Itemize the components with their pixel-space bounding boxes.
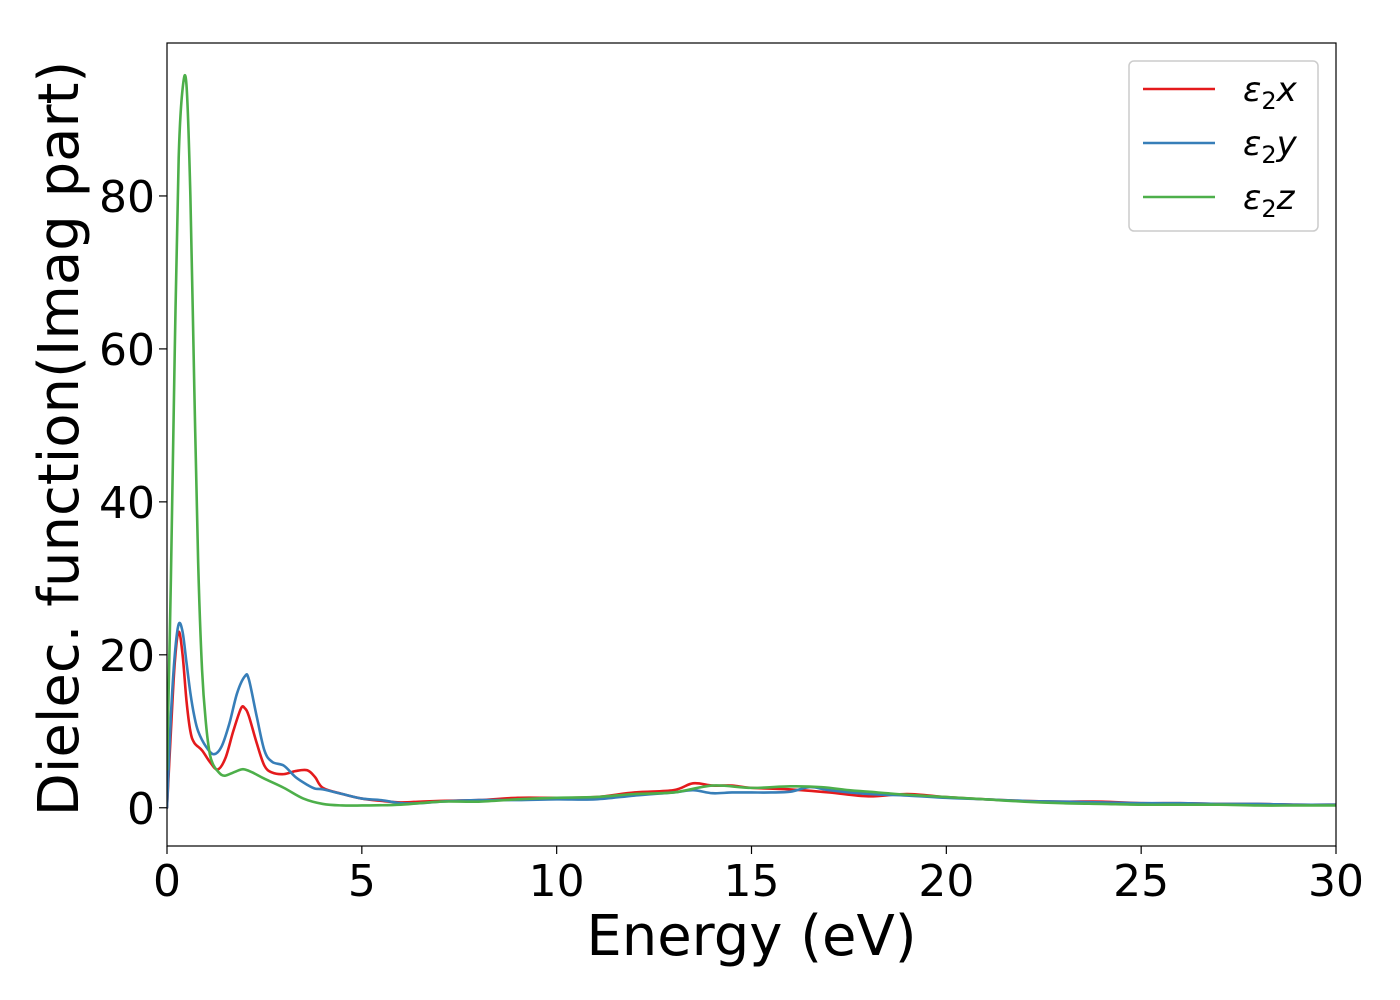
y-tick-label: 80 [99,172,155,223]
x-axis-title: Energy (eV) [586,904,916,969]
series-line-x [167,630,1336,810]
x-tick-label: 5 [348,856,376,907]
x-tick-label: 10 [529,856,585,907]
series-line-z [167,73,1336,807]
legend: ε2x ε2y ε2z [1128,60,1319,232]
y-tick-label: 40 [99,478,155,529]
x-axis-ticks: 0 5 10 15 20 25 30 [153,846,1364,907]
x-tick-label: 25 [1113,856,1169,907]
y-tick-label: 20 [99,631,155,682]
legend-label-x: ε2x [1243,70,1298,115]
series-layer [167,73,1336,810]
legend-label-y: ε2y [1243,124,1298,169]
series-line-y [167,621,1336,810]
x-tick-label: 30 [1308,856,1364,907]
legend-label-z: ε2z [1243,178,1296,223]
legend-box [1128,60,1319,232]
y-axis-title: Dielec. function(Imag part) [27,61,92,817]
y-axis-ticks: 0 20 40 60 80 [99,172,167,835]
x-tick-label: 0 [153,856,181,907]
x-tick-label: 20 [918,856,974,907]
x-tick-label: 15 [724,856,780,907]
y-tick-label: 60 [99,325,155,376]
y-tick-label: 0 [127,784,155,835]
